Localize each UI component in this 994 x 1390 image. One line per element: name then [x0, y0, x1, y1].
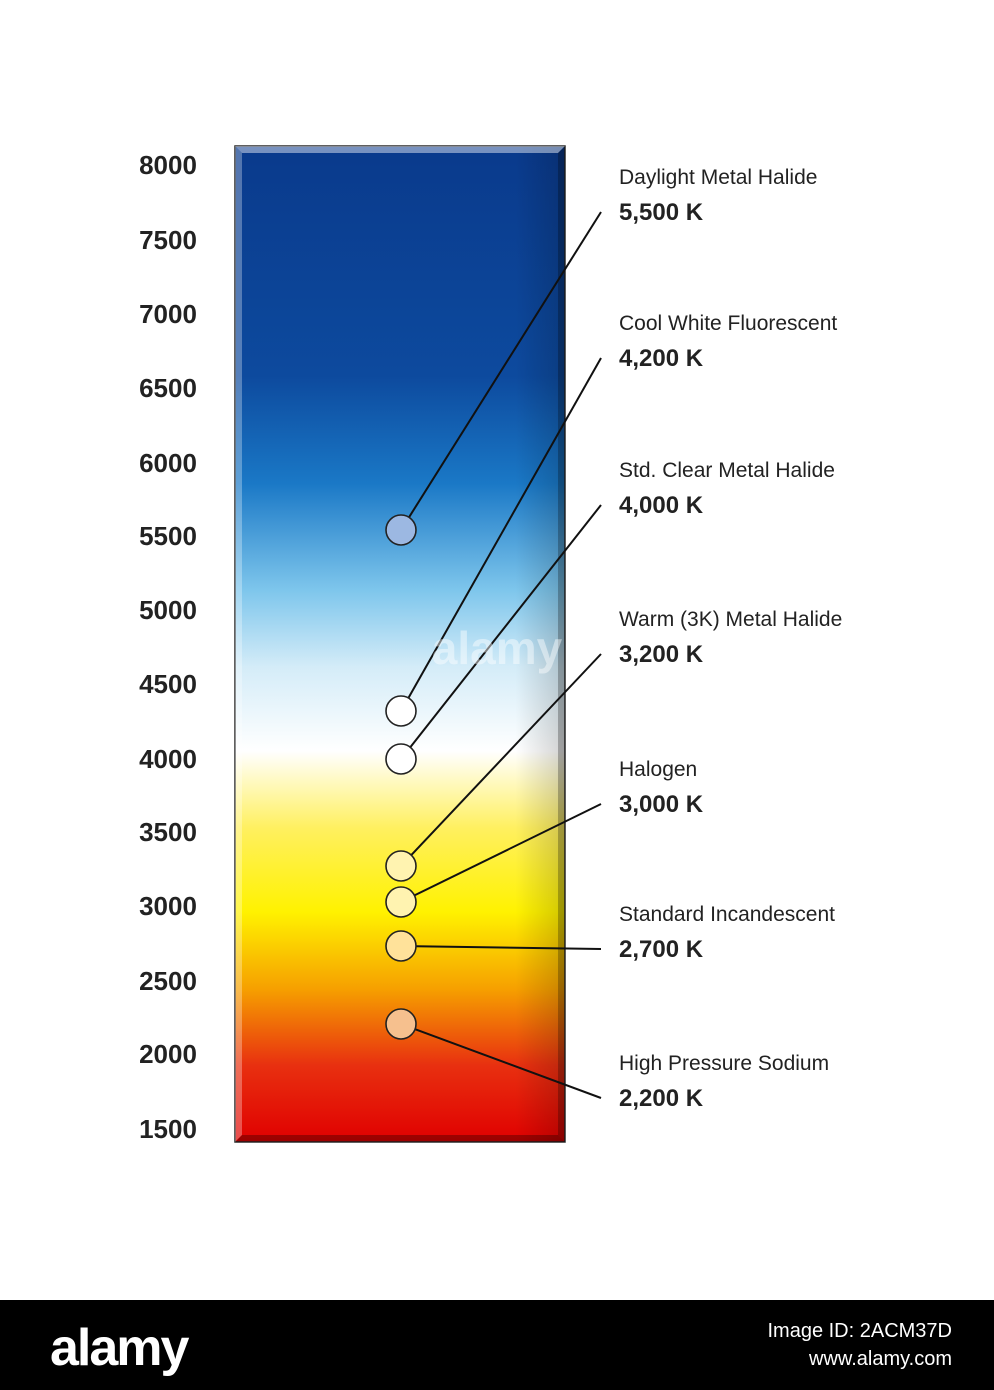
- footer-image-id: Image ID: 2ACM37D: [767, 1320, 952, 1342]
- lamp-point: [385, 514, 417, 546]
- y-tick-label: 4500: [139, 669, 197, 699]
- y-tick-label: 7500: [139, 225, 197, 255]
- lamp-point: [385, 743, 417, 775]
- bar-bevel-right: [558, 146, 565, 1142]
- y-tick-label: 3500: [139, 817, 197, 847]
- lamp-point: [385, 850, 417, 882]
- y-tick-label: 6000: [139, 448, 197, 478]
- bar-bevel-left: [235, 146, 242, 1142]
- watermark-text: alamy: [432, 622, 563, 674]
- footer-bar: alamy Image ID: 2ACM37D www.alamy.com: [0, 1300, 994, 1390]
- lamp-kelvin-label: 4,000 K: [619, 492, 704, 519]
- lamp-kelvin-label: 2,700 K: [619, 936, 704, 963]
- leader-line: [414, 1028, 602, 1099]
- y-tick-label: 4000: [139, 744, 197, 774]
- y-tick-label: 3000: [139, 891, 197, 921]
- lamp-name-label: Standard Incandescent: [619, 903, 835, 926]
- leader-line: [408, 211, 602, 518]
- lamp-kelvin-label: 5,500 K: [619, 199, 704, 226]
- y-tick-label: 7000: [139, 299, 197, 329]
- y-tick-label: 1500: [139, 1114, 197, 1144]
- y-tick-label: 6500: [139, 373, 197, 403]
- footer-url: www.alamy.com: [809, 1348, 952, 1370]
- leader-line: [407, 357, 602, 699]
- y-tick-label: 2500: [139, 966, 197, 996]
- lamp-name-label: High Pressure Sodium: [619, 1052, 829, 1075]
- lamp-name-label: Warm (3K) Metal Halide: [619, 608, 842, 631]
- chart-area: 8000 7500 7000 6500 6000 5500 5000 4500 4000 3500…: [139, 145, 842, 1144]
- lamp-name-label: Cool White Fluorescent: [619, 312, 837, 335]
- bar-bevel-bottom: [235, 1135, 565, 1142]
- lamp-kelvin-label: 4,200 K: [619, 345, 704, 372]
- y-tick-label: 5000: [139, 595, 197, 625]
- lamp-kelvin-label: 3,200 K: [619, 641, 704, 668]
- y-tick-label: 8000: [139, 150, 197, 180]
- lamp-kelvin-label: 3,000 K: [619, 791, 704, 818]
- lamp-point: [385, 930, 417, 962]
- lamp-point: [385, 886, 417, 918]
- y-tick-label: 2000: [139, 1039, 197, 1069]
- lamp-point: [385, 695, 417, 727]
- leader-line: [414, 803, 602, 897]
- lamp-kelvin-label: 2,200 K: [619, 1085, 704, 1112]
- gradient-bar-shade: [235, 146, 565, 1142]
- leader-line: [409, 504, 602, 748]
- leader-line: [410, 653, 602, 856]
- lamp-point: [385, 1008, 417, 1040]
- lamp-name-label: Std. Clear Metal Halide: [619, 459, 835, 482]
- color-temperature-chart: 8000 7500 7000 6500 6000 5500 5000 4500 4000 3500…: [139, 145, 842, 1144]
- bar-bevel-top: [235, 146, 565, 153]
- leader-line: [415, 945, 602, 950]
- footer-logo: alamy: [50, 1319, 189, 1377]
- y-tick-label: 5500: [139, 521, 197, 551]
- lamp-name-label: Daylight Metal Halide: [619, 166, 817, 189]
- lamp-name-label: Halogen: [619, 758, 697, 781]
